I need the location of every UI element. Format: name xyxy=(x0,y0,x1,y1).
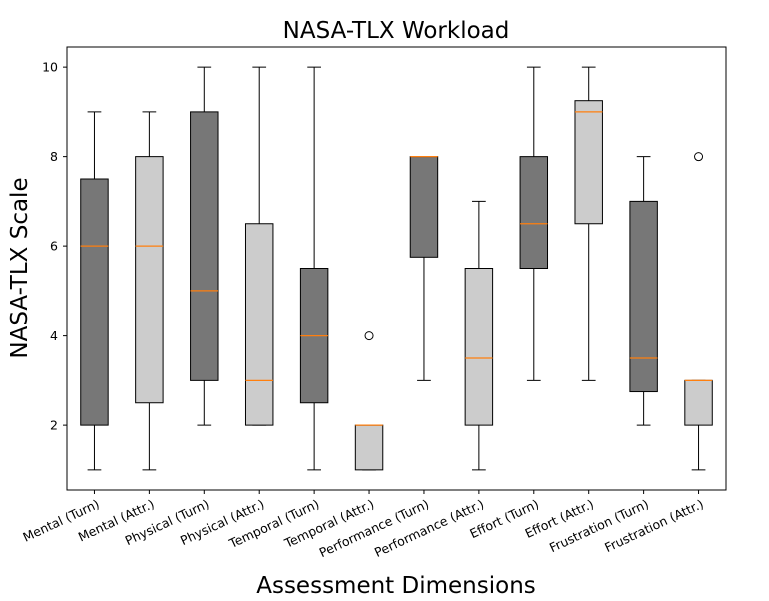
y-axis-label: NASA-TLX Scale xyxy=(7,177,33,358)
y-tick-label: 4 xyxy=(50,328,58,343)
box xyxy=(135,156,164,404)
y-tick-label: 10 xyxy=(42,60,58,75)
box xyxy=(519,156,549,270)
outlier-point xyxy=(364,331,374,341)
x-axis-label: Assessment Dimensions xyxy=(256,573,536,599)
y-tick-label: 6 xyxy=(50,239,58,254)
x-tick-label: Frustration (Attr.) xyxy=(602,496,706,555)
box xyxy=(354,424,384,471)
box xyxy=(80,178,109,426)
y-tick-label: 2 xyxy=(50,418,58,433)
plot-frame xyxy=(66,46,727,491)
box xyxy=(464,268,494,426)
outlier-point xyxy=(694,152,704,162)
box xyxy=(190,111,219,381)
box xyxy=(409,156,439,258)
box xyxy=(244,223,274,426)
y-tick-label: 8 xyxy=(50,149,58,164)
chart-title: NASA-TLX Workload xyxy=(283,18,510,44)
box xyxy=(629,200,658,393)
box xyxy=(684,379,713,426)
box xyxy=(574,100,603,225)
